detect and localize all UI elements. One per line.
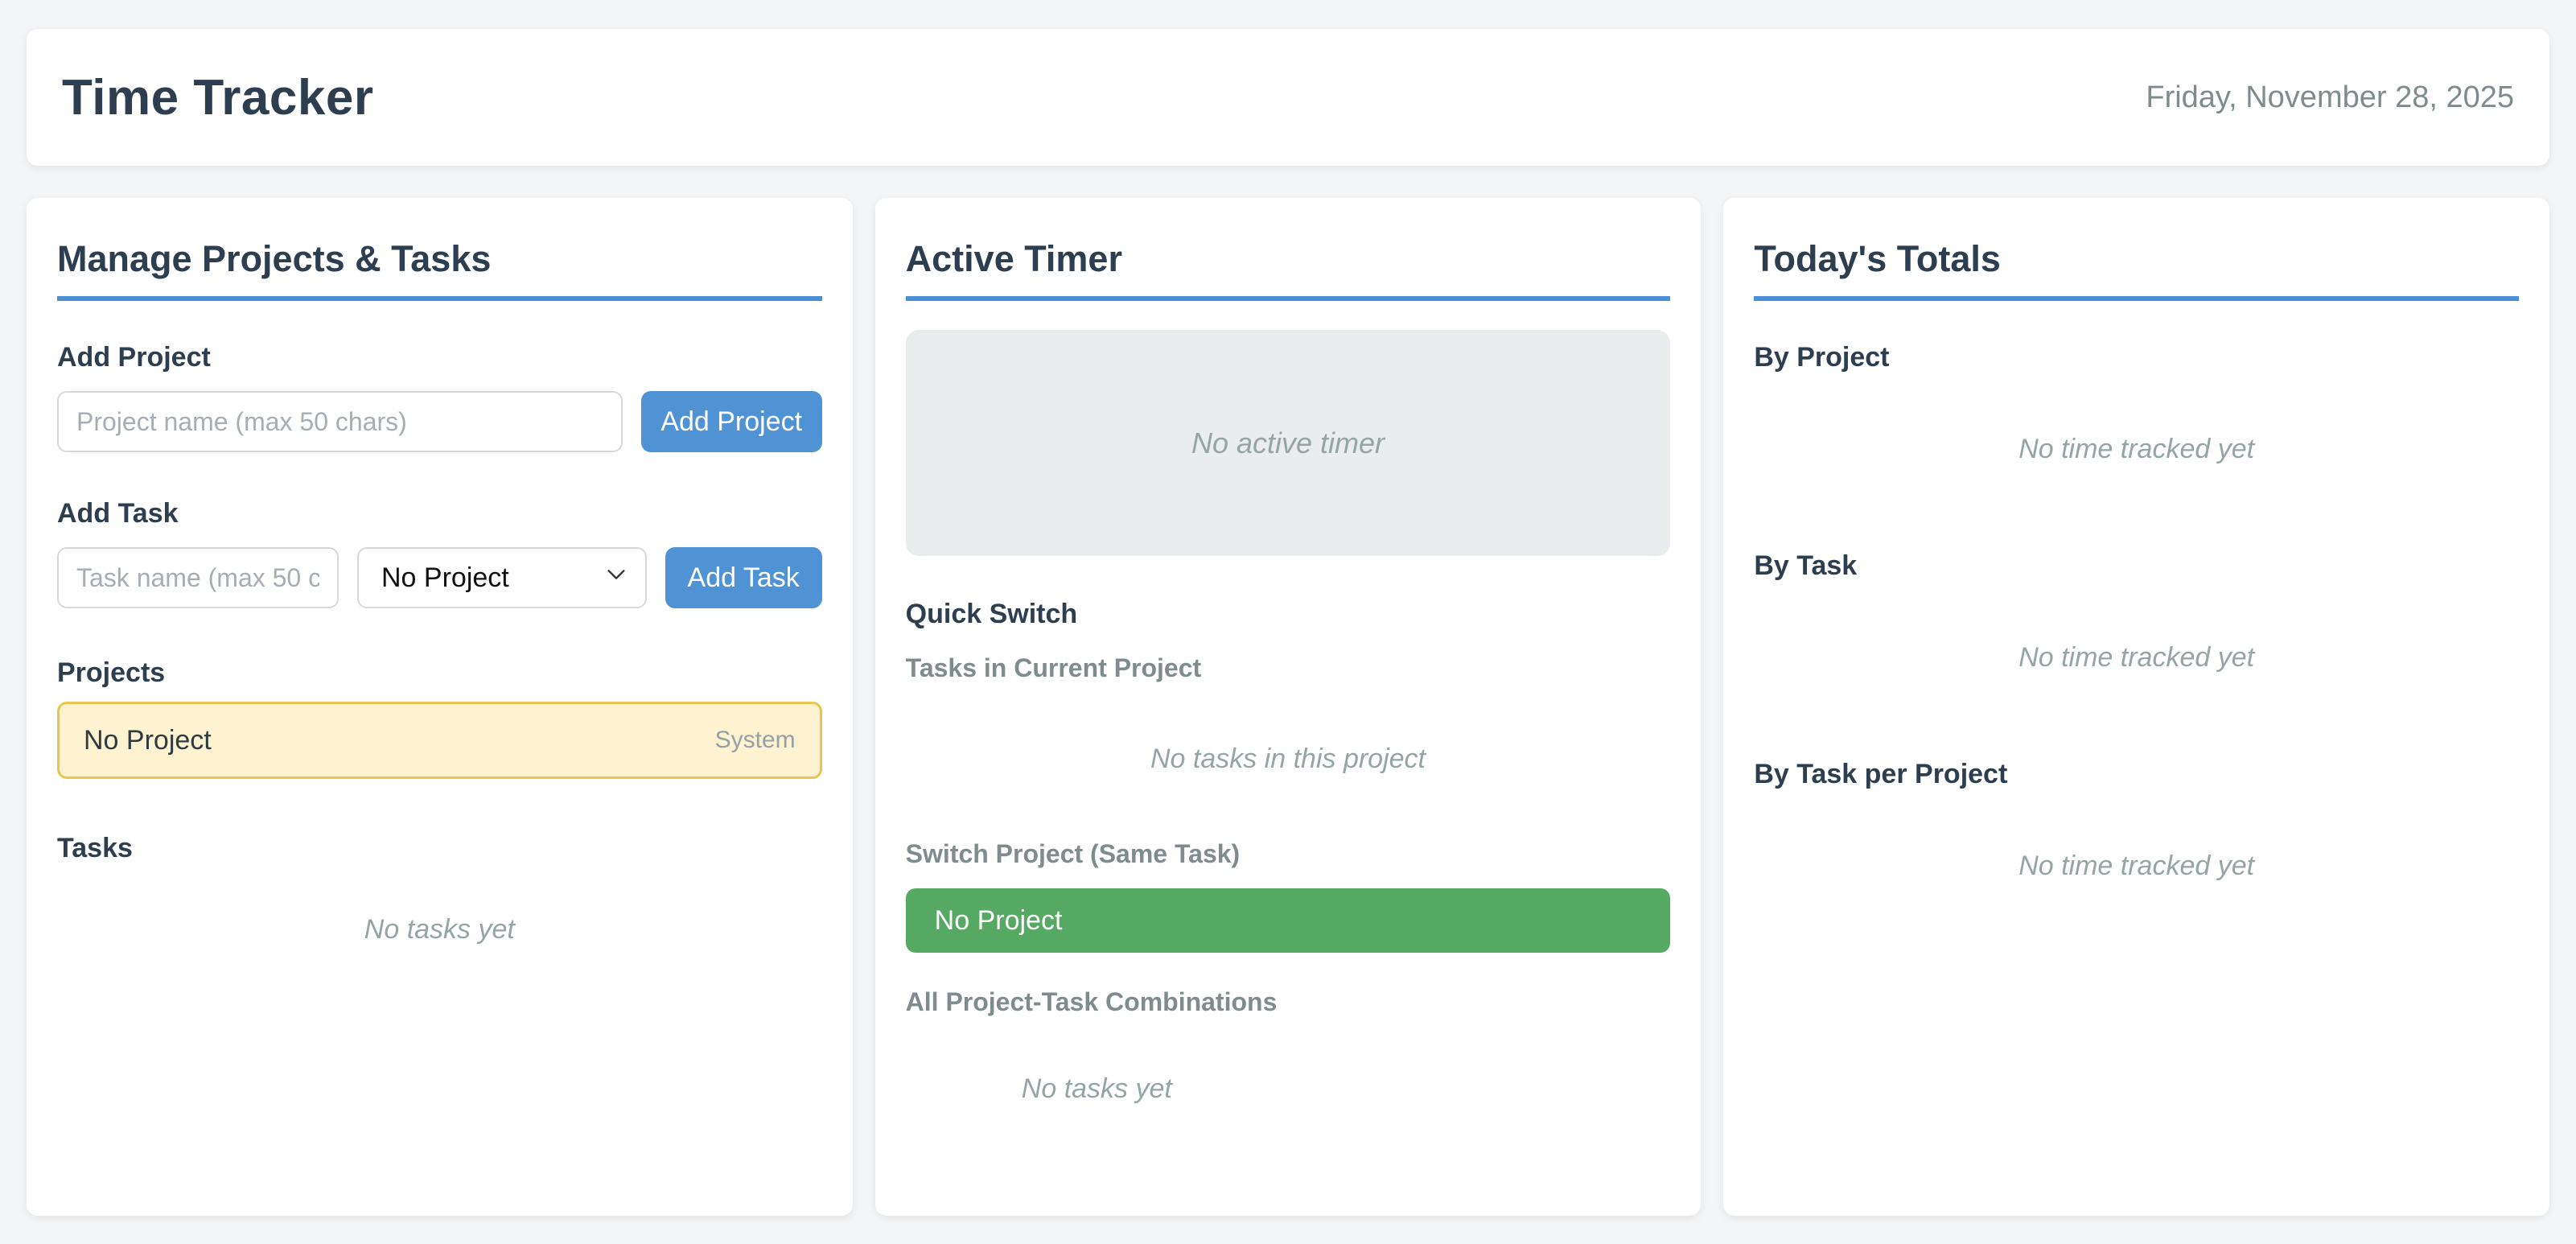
page: Time Tracker Friday, November 28, 2025 M… <box>27 29 2549 1216</box>
manage-panel: Manage Projects & Tasks Add Project Add … <box>27 198 853 1216</box>
by-project-heading: By Project <box>1754 342 1890 373</box>
totals-by-task-section: By Task No time tracked yet <box>1754 550 2519 734</box>
totals-by-task-per-project-section: By Task per Project No time tracked yet <box>1754 758 2519 942</box>
main-content: Manage Projects & Tasks Add Project Add … <box>27 198 2549 1216</box>
tasks-empty-message: No tasks yet <box>364 914 515 945</box>
add-task-form: No Project Add Task <box>57 547 822 609</box>
tasks-in-project-empty-message: No tasks in this project <box>1150 744 1426 775</box>
no-active-timer-message: No active timer <box>1191 426 1385 459</box>
by-task-per-project-heading: By Task per Project <box>1754 759 2008 790</box>
by-project-empty-message: No time tracked yet <box>2018 434 2255 465</box>
by-task-per-project-empty-message: No time tracked yet <box>2018 851 2255 882</box>
add-project-form: Add Project <box>57 391 822 453</box>
totals-by-project-section: By Project No time tracked yet <box>1754 341 2519 525</box>
tasks-in-current-project-heading: Tasks in Current Project <box>905 653 1202 683</box>
project-name-input[interactable] <box>57 391 623 453</box>
add-task-heading: Add Task <box>57 498 179 529</box>
project-item-name: No Project <box>84 724 212 756</box>
add-project-button[interactable]: Add Project <box>640 391 822 453</box>
totals-panel: Today's Totals By Project No time tracke… <box>1723 198 2549 1216</box>
projects-heading: Projects <box>57 657 166 689</box>
all-combinations-heading: All Project-Task Combinations <box>905 987 1278 1017</box>
add-project-heading: Add Project <box>57 342 211 373</box>
quick-switch-heading: Quick Switch <box>905 599 1078 630</box>
current-date: Friday, November 28, 2025 <box>2146 80 2514 114</box>
switch-project-heading: Switch Project (Same Task) <box>905 839 1241 869</box>
active-timer-title: Active Timer <box>905 238 1671 302</box>
task-project-select[interactable]: No Project <box>357 547 647 609</box>
all-combinations-list: No tasks yet <box>906 1017 1671 1161</box>
page-title: Time Tracker <box>62 69 374 126</box>
active-timer-panel: Active Timer No active timer Quick Switc… <box>874 198 1702 1216</box>
task-name-input[interactable] <box>57 547 339 609</box>
totals-panel-title: Today's Totals <box>1754 238 2519 302</box>
switch-project-no-project-button[interactable]: No Project <box>905 888 1671 954</box>
add-task-button[interactable]: Add Task <box>665 547 822 609</box>
manage-panel-title: Manage Projects & Tasks <box>57 238 822 302</box>
combinations-empty-message: No tasks yet <box>1021 1073 1172 1105</box>
by-task-empty-message: No time tracked yet <box>2018 642 2255 673</box>
by-task-heading: By Task <box>1754 550 1858 582</box>
project-item-system-badge: System <box>714 727 796 754</box>
header: Time Tracker Friday, November 28, 2025 <box>27 29 2549 166</box>
tasks-heading: Tasks <box>57 833 133 864</box>
task-project-select-wrap: No Project <box>357 547 647 609</box>
active-timer-display: No active timer <box>905 330 1671 557</box>
project-list-item[interactable]: No Project System <box>57 702 822 780</box>
